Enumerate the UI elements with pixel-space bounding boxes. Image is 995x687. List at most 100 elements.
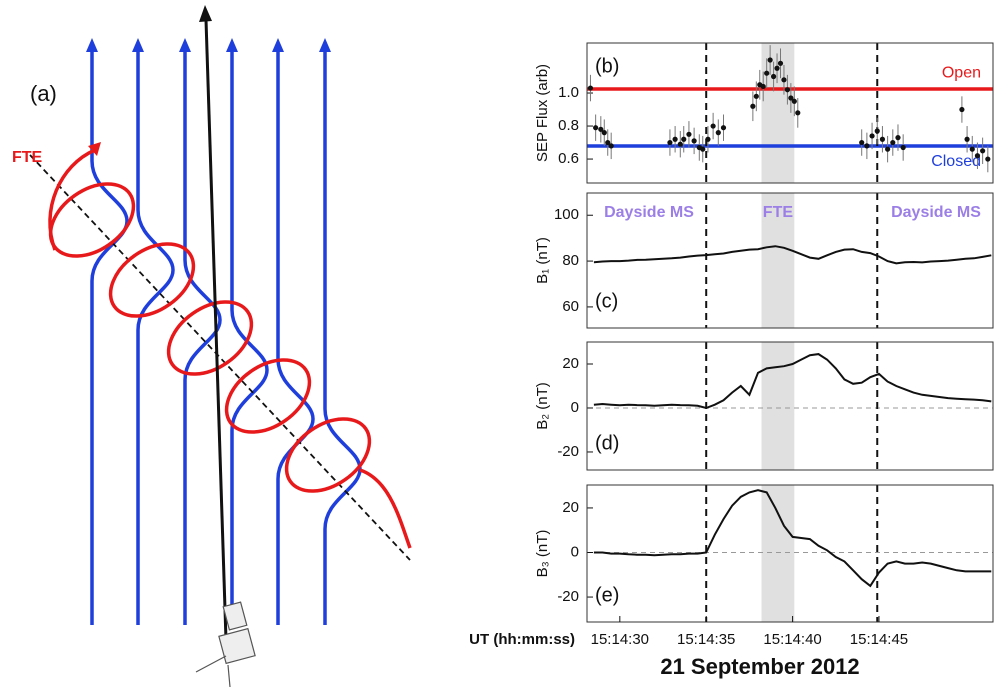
data-point: [770, 73, 777, 80]
data-line: [593, 245, 992, 265]
y-tick-label: -20: [557, 443, 579, 460]
date-label: 21 September 2012: [660, 654, 859, 679]
x-tick-label: 15:14:35: [677, 631, 735, 648]
panel-label: (d): [595, 432, 619, 454]
data-point: [686, 131, 692, 137]
data-line: [593, 489, 992, 588]
data-point: [760, 83, 766, 90]
data-point: [777, 60, 784, 66]
data-point: [879, 136, 886, 142]
region-label: Dayside MS: [604, 204, 694, 221]
field-line: [323, 48, 362, 625]
y-tick-label: 20: [562, 355, 579, 372]
y-tick-label: 20: [562, 499, 579, 516]
reference-label: Closed: [931, 153, 981, 170]
data-point: [784, 87, 791, 93]
data-point: [885, 146, 891, 152]
y-axis-label: B₃ (nT): [534, 530, 551, 578]
shaded-interval: [761, 485, 795, 622]
plot-frame: [586, 42, 994, 184]
arrowhead: [132, 38, 144, 52]
shaded-interval: [761, 193, 795, 328]
helix-loop: [48, 182, 136, 258]
region-label: FTE: [763, 204, 794, 221]
data-point: [869, 133, 875, 139]
panel: Open Closed 0.6 0.8 1.0 SEP Flux (arb) (b): [534, 42, 994, 184]
data-point: [859, 139, 865, 146]
data-point: [598, 126, 604, 132]
panel-label: (e): [595, 584, 619, 606]
data-point: [677, 141, 683, 147]
field-line: [230, 48, 269, 625]
y-tick-label: 0: [571, 399, 579, 416]
helix-tail: [48, 148, 96, 251]
data-point: [864, 143, 870, 149]
flux-rope: [48, 148, 412, 549]
data-point: [764, 70, 770, 76]
data-point: [980, 148, 986, 154]
y-tick-label: 1.0: [558, 84, 579, 101]
plot-frame: [586, 192, 994, 329]
arrowhead: [179, 38, 191, 52]
boom: [195, 655, 227, 673]
arrowhead: [86, 38, 98, 52]
reference-label: Open: [942, 64, 981, 81]
schematic: (a) FTE: [12, 5, 412, 687]
arrowhead: [272, 38, 284, 52]
data-point: [681, 136, 687, 142]
data-point: [767, 57, 773, 63]
arrowhead: [199, 5, 212, 22]
helix-loop: [166, 300, 254, 376]
field-line: [276, 48, 315, 625]
solar-panel: [222, 601, 248, 631]
data-point: [969, 146, 975, 152]
data-point: [667, 139, 673, 146]
data-point: [890, 139, 896, 146]
x-axis-label: UT (hh:mm:ss): [469, 631, 575, 648]
fte-axis: [29, 154, 411, 561]
data-point: [672, 136, 678, 142]
arrowhead: [226, 38, 238, 52]
arrowhead: [319, 38, 331, 52]
data-point: [750, 103, 756, 109]
spacecraft: [195, 601, 256, 687]
field-line: [136, 48, 175, 625]
fte-label: FTE: [12, 149, 43, 166]
y-tick-label: -20: [557, 588, 579, 605]
data-point: [985, 156, 991, 162]
y-tick-label: 0.8: [558, 117, 579, 134]
data-point: [900, 144, 906, 151]
spacecraft-body: [218, 627, 256, 665]
data-point: [700, 146, 706, 152]
helix-loop: [108, 242, 196, 318]
boom: [227, 664, 231, 687]
data-point: [774, 65, 780, 71]
y-tick-label: 0.6: [558, 150, 579, 167]
data-point: [608, 143, 614, 149]
x-tick-label: 15:14:45: [850, 631, 908, 648]
field-lines: [90, 48, 362, 625]
data-point: [791, 98, 797, 104]
data-point: [715, 130, 721, 136]
y-tick-label: 80: [562, 252, 579, 269]
data-point: [601, 130, 607, 136]
field-line: [90, 48, 129, 625]
data-line: [593, 353, 992, 410]
plot-frame: [586, 341, 994, 471]
data-point: [781, 77, 787, 83]
data-point: [593, 125, 599, 131]
region-label: Dayside MS: [891, 204, 981, 221]
y-axis-label: B₁ (nT): [534, 237, 551, 284]
spacecraft-track: [204, 19, 228, 641]
field-arrowheads: [86, 38, 331, 52]
data-point: [959, 106, 965, 113]
y-axis-label: B₂ (nT): [534, 382, 551, 430]
helix-tail: [359, 468, 412, 549]
x-tick-label: 15:14:40: [763, 631, 821, 648]
data-point: [964, 136, 970, 142]
data-point: [720, 125, 727, 131]
panel: -20 0 20 B₂ (nT) (d): [534, 341, 994, 471]
y-tick-label: 100: [554, 206, 579, 223]
